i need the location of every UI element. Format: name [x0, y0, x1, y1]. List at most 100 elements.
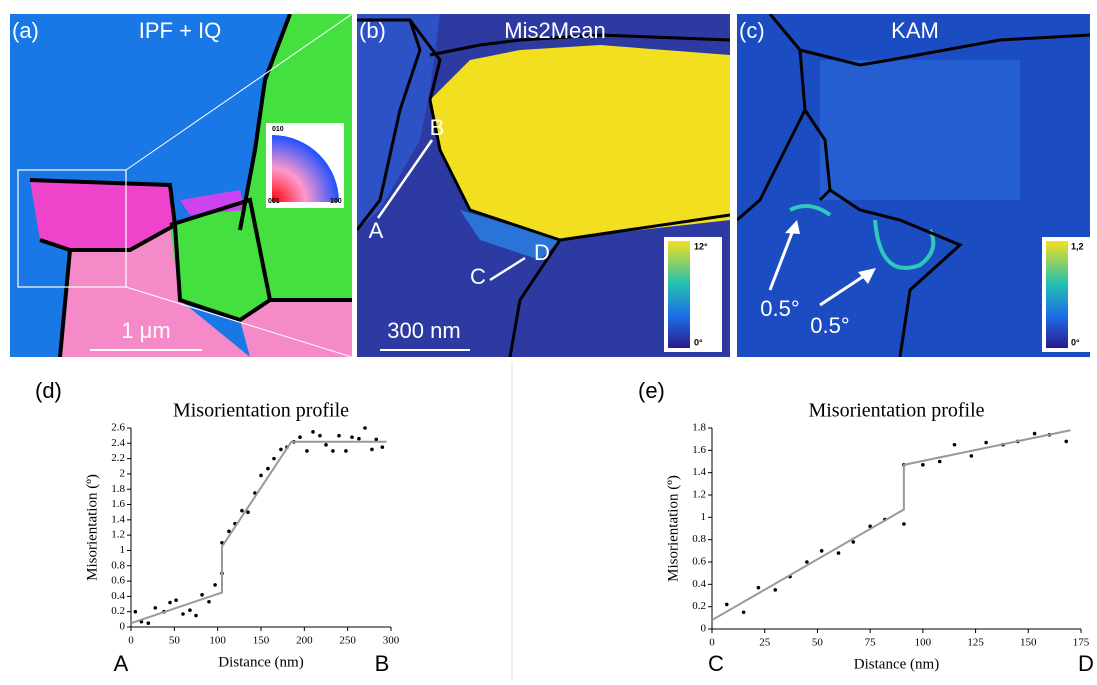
data-point — [133, 609, 138, 614]
data-point — [240, 508, 244, 513]
data-point — [318, 433, 322, 438]
x-tick-label: 125 — [967, 637, 984, 649]
panel-label: (c) — [739, 18, 765, 43]
data-point — [805, 560, 809, 564]
y-tick-label: 0.4 — [111, 590, 125, 602]
data-point — [168, 600, 172, 605]
data-point — [344, 449, 348, 453]
data-point — [969, 454, 974, 458]
chart-title: Misorientation profile — [808, 400, 984, 422]
ipf-legend-label: 001 — [268, 198, 280, 205]
y-tick-label: 0 — [701, 623, 707, 635]
data-point — [380, 445, 385, 449]
y-axis-label: Misorientation (º) — [84, 474, 100, 581]
fit-line — [711, 429, 1071, 621]
y-tick-label: 1.2 — [692, 489, 706, 501]
data-point — [213, 583, 217, 587]
y-tick-label: 0.4 — [692, 578, 706, 590]
data-point — [272, 456, 276, 461]
y-tick-label: 1.2 — [111, 529, 125, 541]
data-point — [357, 436, 361, 441]
data-point — [741, 610, 746, 615]
data-point — [756, 585, 761, 590]
ipf-legend-label: 010 — [272, 126, 284, 133]
data-point — [921, 463, 925, 467]
y-tick-label: 1.4 — [111, 513, 125, 525]
panel-label: (e) — [638, 378, 665, 403]
data-point — [207, 599, 211, 604]
ipf-legend-label: 100 — [330, 198, 342, 205]
ipf-map — [10, 14, 352, 357]
panel-title: KAM — [891, 18, 939, 43]
fit-line — [130, 440, 387, 625]
data-point — [311, 430, 315, 434]
y-tick-label: 2.6 — [111, 422, 125, 434]
y-axis-label: Misorientation (º) — [665, 475, 681, 582]
data-point — [227, 529, 231, 534]
y-tick-label: 1.8 — [692, 422, 706, 434]
y-tick-label: 1.6 — [111, 498, 125, 510]
data-point — [851, 540, 856, 544]
x-tick-label: 150 — [253, 635, 270, 647]
x-tick-label: 300 — [383, 635, 400, 647]
data-point — [331, 449, 335, 453]
data-point — [181, 612, 185, 616]
data-point — [1032, 431, 1037, 436]
y-tick-label: 1.4 — [692, 466, 706, 478]
x-axis-label: Distance (nm) — [218, 654, 303, 670]
x-tick-label: 50 — [169, 635, 181, 647]
data-point — [350, 435, 354, 439]
data-point — [984, 440, 988, 445]
data-point — [363, 426, 367, 430]
x-tick-label: 75 — [865, 637, 877, 649]
x-tick-label: 100 — [209, 635, 226, 647]
colorbar-label: 0° — [694, 337, 703, 347]
data-point — [194, 613, 198, 618]
y-tick-label: 1.8 — [111, 483, 125, 495]
panel-title: IPF + IQ — [139, 18, 222, 43]
data-point — [200, 593, 204, 597]
data-point — [773, 588, 778, 592]
y-tick-label: 0.8 — [692, 533, 706, 545]
data-point — [902, 522, 906, 526]
panel-title: Mis2Mean — [504, 18, 605, 43]
y-tick-label: 0 — [120, 621, 126, 633]
colorbar-label: 0° — [1071, 337, 1080, 347]
x-tick-label: 150 — [1020, 637, 1037, 649]
x-tick-label: 100 — [915, 637, 932, 649]
profile-end: B — [375, 651, 390, 676]
chart-title: Misorientation profile — [173, 400, 349, 422]
y-tick-label: 2.4 — [111, 437, 125, 449]
data-point — [259, 473, 263, 478]
data-point — [937, 459, 942, 464]
data-point — [279, 447, 283, 452]
y-tick-label: 1 — [120, 544, 126, 556]
data-point — [324, 443, 328, 447]
panel-label: (a) — [12, 18, 39, 43]
data-point — [868, 524, 872, 529]
x-axis-label: Distance (nm) — [854, 656, 939, 672]
data-point — [819, 549, 824, 553]
y-tick-label: 1 — [701, 511, 707, 523]
annotation: 0.5° — [810, 313, 849, 338]
point-label: C — [470, 264, 486, 289]
x-tick-label: 0 — [709, 637, 715, 649]
data-point — [305, 449, 309, 453]
mis2mean-map — [357, 14, 730, 357]
point-label: B — [430, 115, 445, 140]
y-tick-label: 2.2 — [111, 452, 125, 464]
data-point — [374, 437, 379, 442]
profile-start: A — [114, 651, 129, 676]
x-tick-label: 175 — [1073, 637, 1090, 649]
x-tick-label: 200 — [296, 635, 313, 647]
kam-map — [737, 14, 1090, 357]
colorbar-label: 1,2 — [1071, 241, 1084, 251]
data-point — [188, 608, 192, 612]
data-point — [370, 447, 374, 452]
x-tick-label: 25 — [759, 637, 771, 649]
data-point — [246, 510, 250, 514]
panel-label: (d) — [35, 378, 62, 403]
x-tick-label: 50 — [812, 637, 824, 649]
x-tick-label: 0 — [128, 635, 134, 647]
